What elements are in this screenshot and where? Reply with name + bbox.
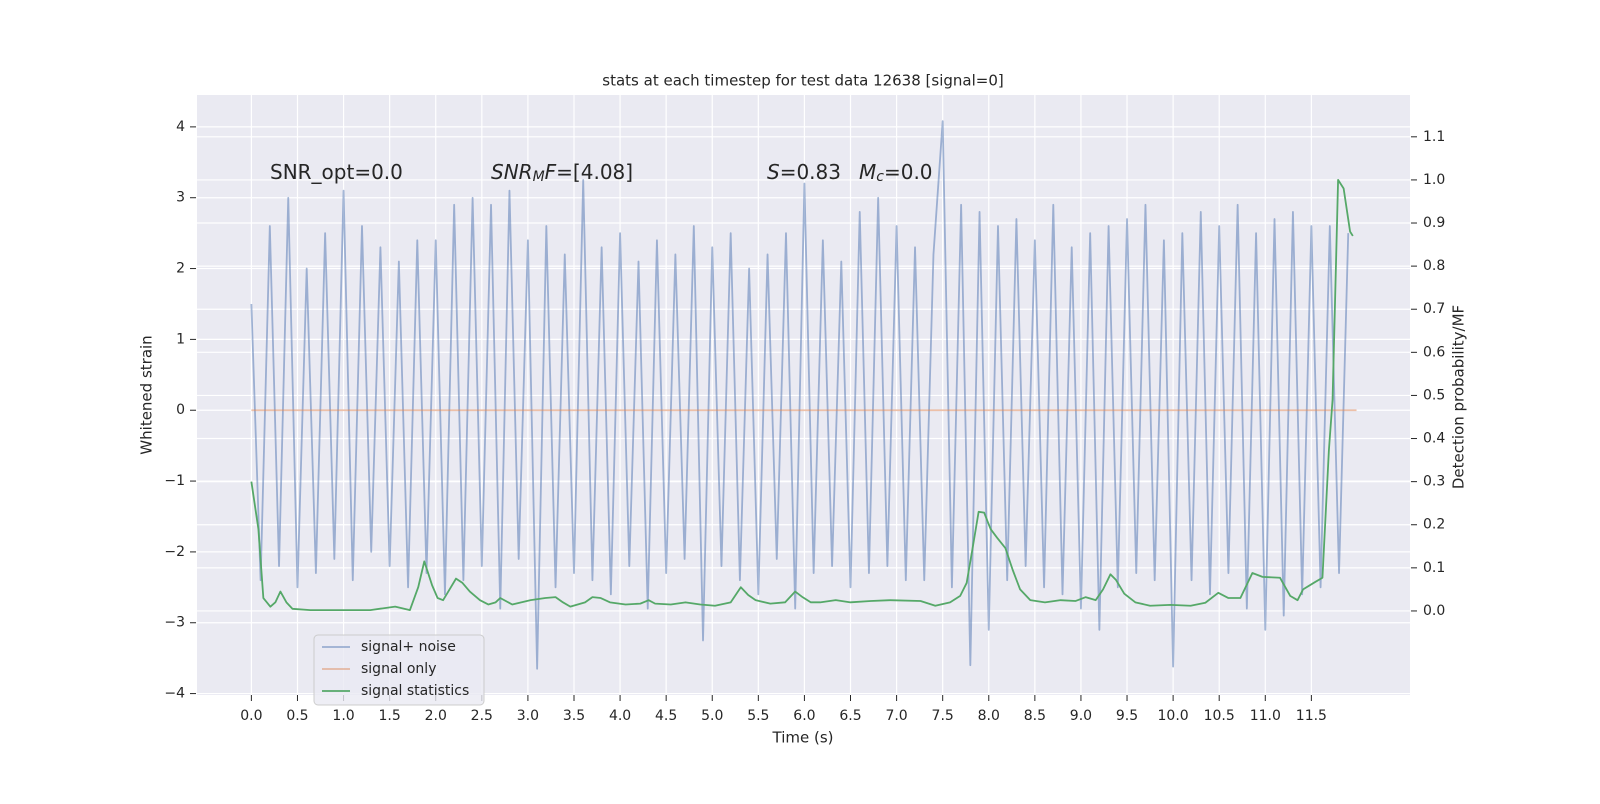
x-axis-label: Time (s) xyxy=(772,729,834,747)
annotation: SNRMF=[4.08] xyxy=(491,160,633,185)
y-tick-label: −1 xyxy=(164,473,185,489)
x-tick-label: 1.5 xyxy=(379,708,401,724)
x-tick-label: 11.0 xyxy=(1250,708,1281,724)
y-axis-label: Whitened strain xyxy=(138,335,156,454)
x-tick-label: 10.0 xyxy=(1158,708,1189,724)
y2-axis-label: Detection probability/MF xyxy=(1450,305,1468,489)
annotation: S=0.83 xyxy=(767,160,841,184)
annotation-part: M xyxy=(533,169,545,185)
labels: 0.0 0.5 1.0 1.5 2.0 2.5 3.0 3.5 4.0 4.5 5.0 5.5 6.0 6… xyxy=(164,119,1445,724)
series-line xyxy=(250,120,1350,670)
annotation-part: F xyxy=(545,160,557,184)
x-tick-label: 4.0 xyxy=(609,708,631,724)
chart-title: stats at each timestep for test data 126… xyxy=(602,72,1003,90)
x-tick-label: 10.5 xyxy=(1204,708,1235,724)
annotation-part: S xyxy=(767,160,780,184)
y-tick-label: 4 xyxy=(176,119,185,135)
y2-tick-label: 0.6 xyxy=(1423,344,1445,360)
x-tick-label: 8.5 xyxy=(1024,708,1046,724)
annotation: SNR_opt=0.0 xyxy=(270,160,403,184)
x-tick-label: 7.0 xyxy=(885,708,907,724)
annotation: Mc=0.0 xyxy=(859,160,933,185)
y2-tick-label: 0.9 xyxy=(1423,215,1445,231)
x-tick-label: 1.0 xyxy=(332,708,354,724)
y-tick-label: 1 xyxy=(176,331,185,347)
legend-label: signal statistics xyxy=(361,683,469,699)
x-tick-label: 2.0 xyxy=(425,708,447,724)
y-tick-label: −4 xyxy=(164,686,185,702)
x-tick-label: 6.0 xyxy=(793,708,815,724)
annotation-part: c xyxy=(876,169,884,185)
legend: signal+ noise signal only signal statistic… xyxy=(313,634,485,706)
x-tick-label: 11.5 xyxy=(1296,708,1327,724)
y2-tick-label: 0.1 xyxy=(1423,560,1445,576)
y2-tick-label: 1.0 xyxy=(1423,172,1445,188)
y-tick-label: 0 xyxy=(176,402,185,418)
x-tick-label: 7.5 xyxy=(932,708,954,724)
x-tick-label: 3.5 xyxy=(563,708,585,724)
x-tick-label: 5.5 xyxy=(747,708,769,724)
y2-tick-label: 1.1 xyxy=(1423,129,1445,145)
y2-tick-label: 0.3 xyxy=(1423,474,1445,490)
x-tick-label: 0.5 xyxy=(286,708,308,724)
series-line xyxy=(250,179,1354,611)
annotation-part: M xyxy=(859,160,876,184)
y2-tick-label: 0.0 xyxy=(1423,603,1445,619)
y2-tick-label: 0.7 xyxy=(1423,301,1445,317)
x-tick-label: 4.5 xyxy=(655,708,677,724)
x-tick-label: 6.5 xyxy=(839,708,861,724)
y-tick-label: −2 xyxy=(164,544,185,560)
annotation-part: =[4.08] xyxy=(556,160,633,184)
annotation-part: =0.0 xyxy=(884,160,933,184)
legend-label: signal only xyxy=(361,661,436,677)
marks xyxy=(250,120,1357,670)
y2-tick-label: 0.5 xyxy=(1423,387,1445,403)
x-tick-label: 9.5 xyxy=(1116,708,1138,724)
annotation-part: =0.83 xyxy=(780,160,841,184)
x-tick-label: 2.5 xyxy=(471,708,493,724)
annotation-part: SNR xyxy=(491,160,533,184)
y2-tick-label: 0.8 xyxy=(1423,258,1445,274)
annotation-part: SNR_opt=0.0 xyxy=(270,160,403,184)
legend-box xyxy=(313,634,485,706)
y2-tick-label: 0.2 xyxy=(1423,517,1445,533)
y-tick-label: −3 xyxy=(164,615,185,631)
x-tick-label: 5.0 xyxy=(701,708,723,724)
y-tick-label: 3 xyxy=(176,190,185,206)
y-tick-label: 2 xyxy=(176,261,185,277)
legend-label: signal+ noise xyxy=(361,639,456,655)
x-tick-label: 8.0 xyxy=(978,708,1000,724)
y2-tick-label: 0.4 xyxy=(1423,431,1445,447)
x-tick-label: 3.0 xyxy=(517,708,539,724)
x-tick-label: 0.0 xyxy=(240,708,262,724)
x-tick-label: 9.0 xyxy=(1070,708,1092,724)
